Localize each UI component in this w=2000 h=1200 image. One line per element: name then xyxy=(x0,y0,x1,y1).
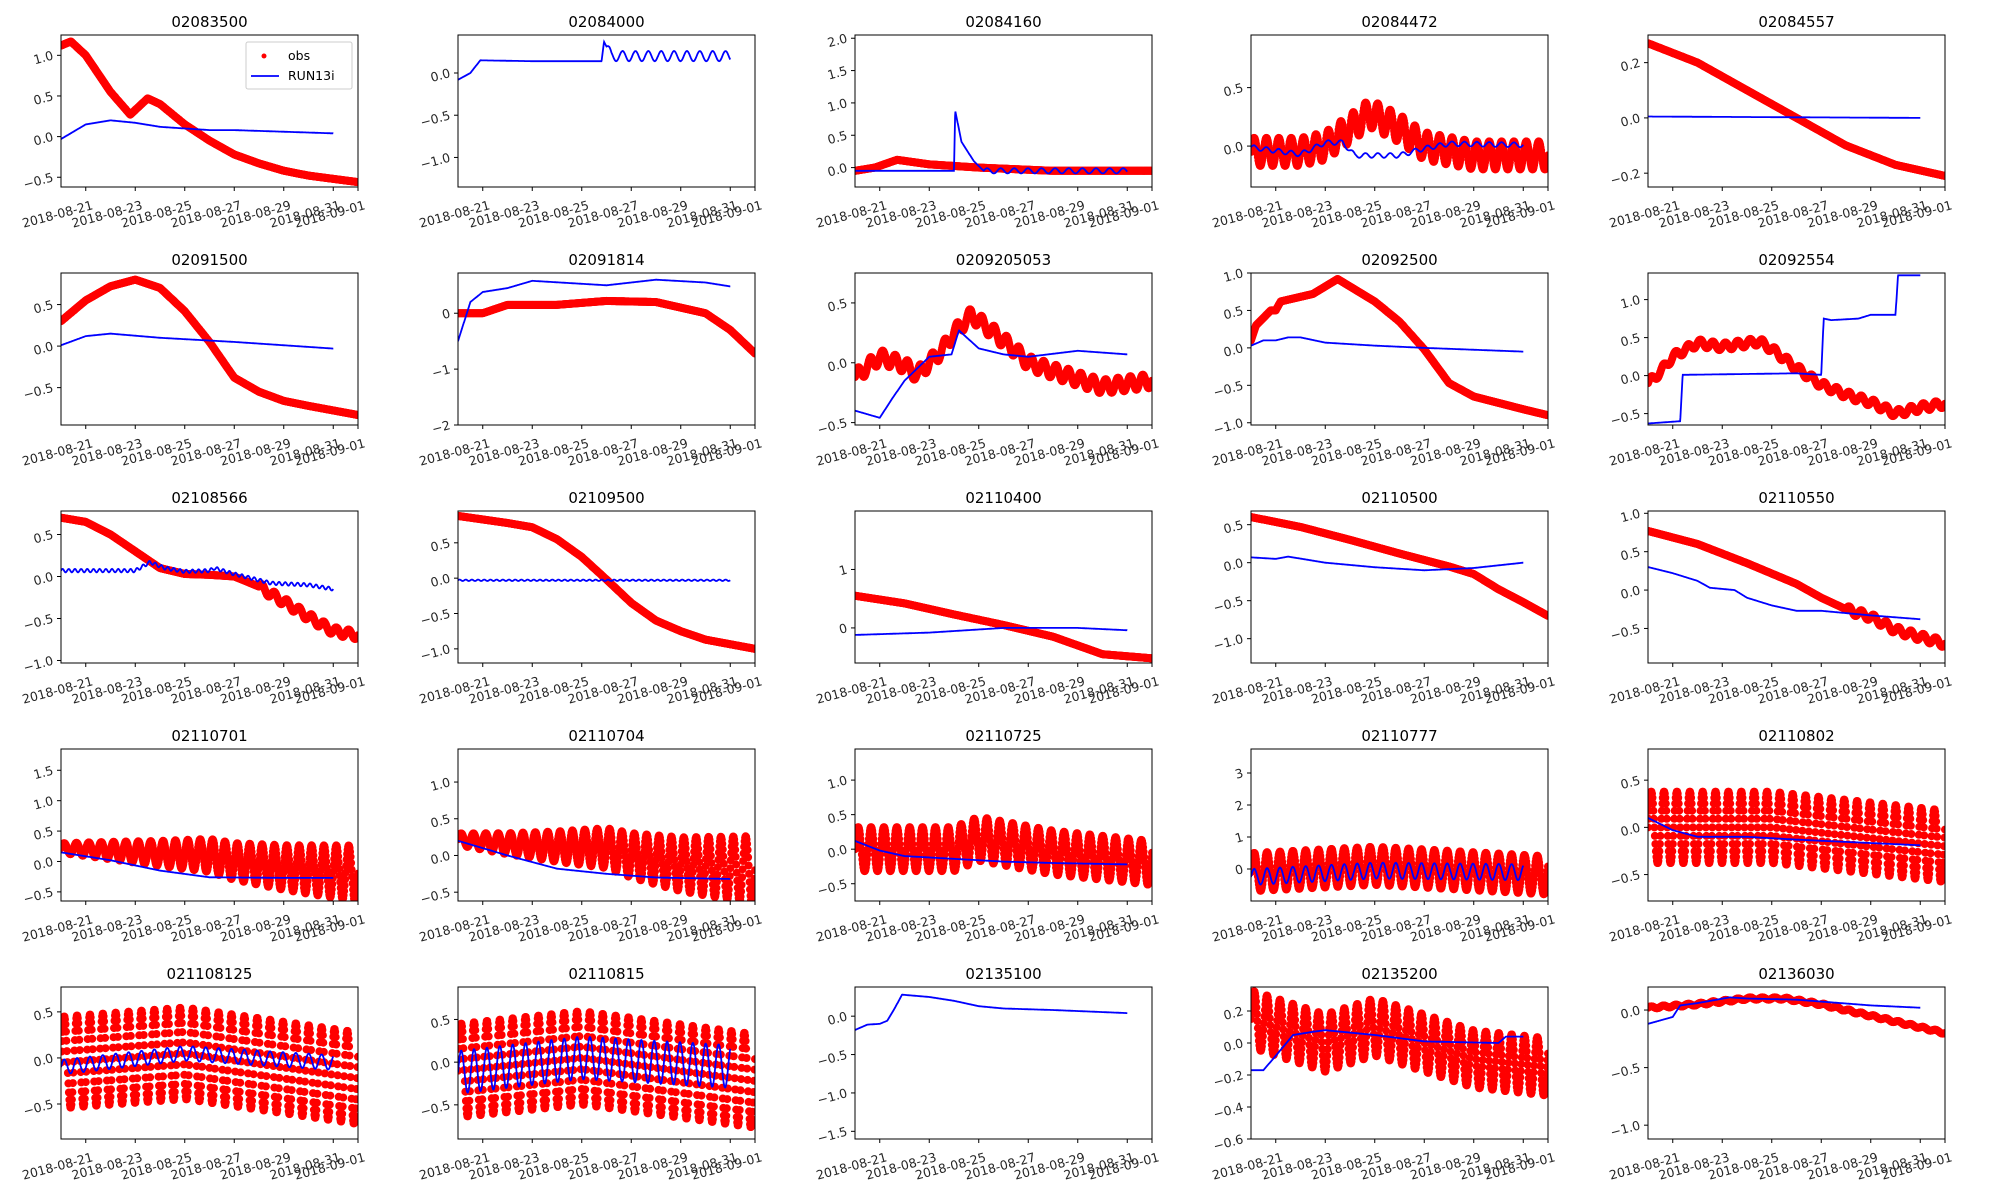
subplot-title: 02091814 xyxy=(568,251,644,269)
legend: obs RUN13i xyxy=(245,41,353,90)
model-line xyxy=(1648,115,1921,119)
plot-area xyxy=(1251,98,1548,174)
obs-point xyxy=(354,411,358,419)
legend-obs-marker xyxy=(261,53,267,59)
y-tick-label: −0.5 xyxy=(419,107,452,129)
axes-frame xyxy=(1647,34,1946,188)
axes-frame xyxy=(1250,34,1549,188)
y-tick-label: 1.5 xyxy=(826,63,849,83)
subplot-02083500: 02083500−0.50.00.51.02018-08-212018-08-2… xyxy=(20,13,366,231)
axes-frame xyxy=(60,272,359,426)
subplot-02084557: 02084557−0.20.00.22018-08-212018-08-2320… xyxy=(1607,13,1953,231)
subplot-title: 02084000 xyxy=(568,13,644,31)
y-tick-label: 0.5 xyxy=(32,297,55,317)
obs-point xyxy=(354,178,358,187)
axes-frame xyxy=(60,34,359,188)
subplot-02091814: 02091814−2−102018-08-212018-08-232018-08… xyxy=(417,251,763,469)
subplot-title: 02092500 xyxy=(1361,251,1437,269)
obs-point xyxy=(1941,171,1945,180)
legend-obs-label: obs xyxy=(288,48,310,63)
subplot-title: 02084160 xyxy=(965,13,1041,31)
y-tick-label: 2.0 xyxy=(826,30,849,50)
y-tick-label: 0.0 xyxy=(1222,138,1245,158)
y-tick-label: 0 xyxy=(440,305,452,322)
subplot-02084472: 020844720.00.52018-08-212018-08-232018-0… xyxy=(1210,13,1556,231)
y-tick-label: 0.0 xyxy=(429,65,452,85)
y-tick-label: 0.5 xyxy=(32,88,55,108)
subplot-0209205053: 0209205053−0.50.00.52018-08-212018-08-23… xyxy=(814,251,1160,469)
plot-area xyxy=(1648,39,1945,180)
y-tick-label: 0.0 xyxy=(826,355,849,375)
subplot-02084160: 020841600.00.51.01.52.02018-08-212018-08… xyxy=(814,13,1160,231)
y-tick-label: 0.0 xyxy=(32,129,55,149)
axes-frame xyxy=(457,34,756,188)
plot-area xyxy=(855,111,1152,175)
model-line xyxy=(855,111,1128,175)
model-line xyxy=(458,39,732,81)
y-tick-label: −1.0 xyxy=(419,150,452,172)
y-tick-label: 0.0 xyxy=(32,338,55,358)
obs-point xyxy=(1148,376,1152,385)
y-tick-label: 1.0 xyxy=(826,95,849,115)
y-tick-label: −0.5 xyxy=(22,170,55,192)
obs-point xyxy=(751,349,755,358)
y-tick-label: 0.5 xyxy=(826,128,849,148)
y-tick-label: −0.5 xyxy=(22,380,55,402)
plot-area xyxy=(855,305,1152,419)
subplot-title: 02084557 xyxy=(1758,13,1834,31)
y-tick-label: −0.2 xyxy=(1609,165,1642,187)
plot-area xyxy=(61,37,358,187)
axes-frame xyxy=(854,272,1153,426)
model-line xyxy=(1251,139,1524,159)
subplot-title: 02091500 xyxy=(171,251,247,269)
model-line xyxy=(855,328,1128,419)
plot-area xyxy=(1251,275,1548,420)
plot-area xyxy=(458,39,732,81)
subplot-02091500: 02091500−0.50.00.52018-08-212018-08-2320… xyxy=(20,251,366,469)
legend-model-label: RUN13i xyxy=(288,68,335,83)
axes-frame xyxy=(457,272,756,426)
y-tick-label: −1 xyxy=(430,361,452,380)
y-tick-label: 0.5 xyxy=(826,295,849,315)
model-line xyxy=(61,332,334,350)
y-tick-label: 0.0 xyxy=(1619,110,1642,130)
y-tick-label: 0.0 xyxy=(826,160,849,180)
subplot-02092500: 02092500−1.0−0.50.00.51.02018-08-212018-… xyxy=(1210,251,1556,469)
y-tick-label: 0.5 xyxy=(1222,80,1245,100)
y-tick-label: 1.0 xyxy=(32,48,55,68)
subplot-title: 02084472 xyxy=(1361,13,1437,31)
plot-area xyxy=(458,278,755,358)
subplot-title: 02083500 xyxy=(171,13,247,31)
y-tick-label: −2 xyxy=(430,417,452,436)
obs-point xyxy=(1544,151,1548,160)
subplot-02084000: 02084000−1.0−0.50.02018-08-212018-08-232… xyxy=(417,13,763,231)
legend-box xyxy=(245,41,353,90)
model-line xyxy=(458,278,731,342)
model-line xyxy=(61,119,334,140)
axes-frame xyxy=(854,34,1153,188)
plot-area xyxy=(61,275,358,419)
obs-point xyxy=(1148,166,1152,175)
subplot-title: 0209205053 xyxy=(956,251,1051,269)
y-tick-label: 0.2 xyxy=(1619,55,1642,75)
y-tick-label: −0.5 xyxy=(816,415,849,437)
